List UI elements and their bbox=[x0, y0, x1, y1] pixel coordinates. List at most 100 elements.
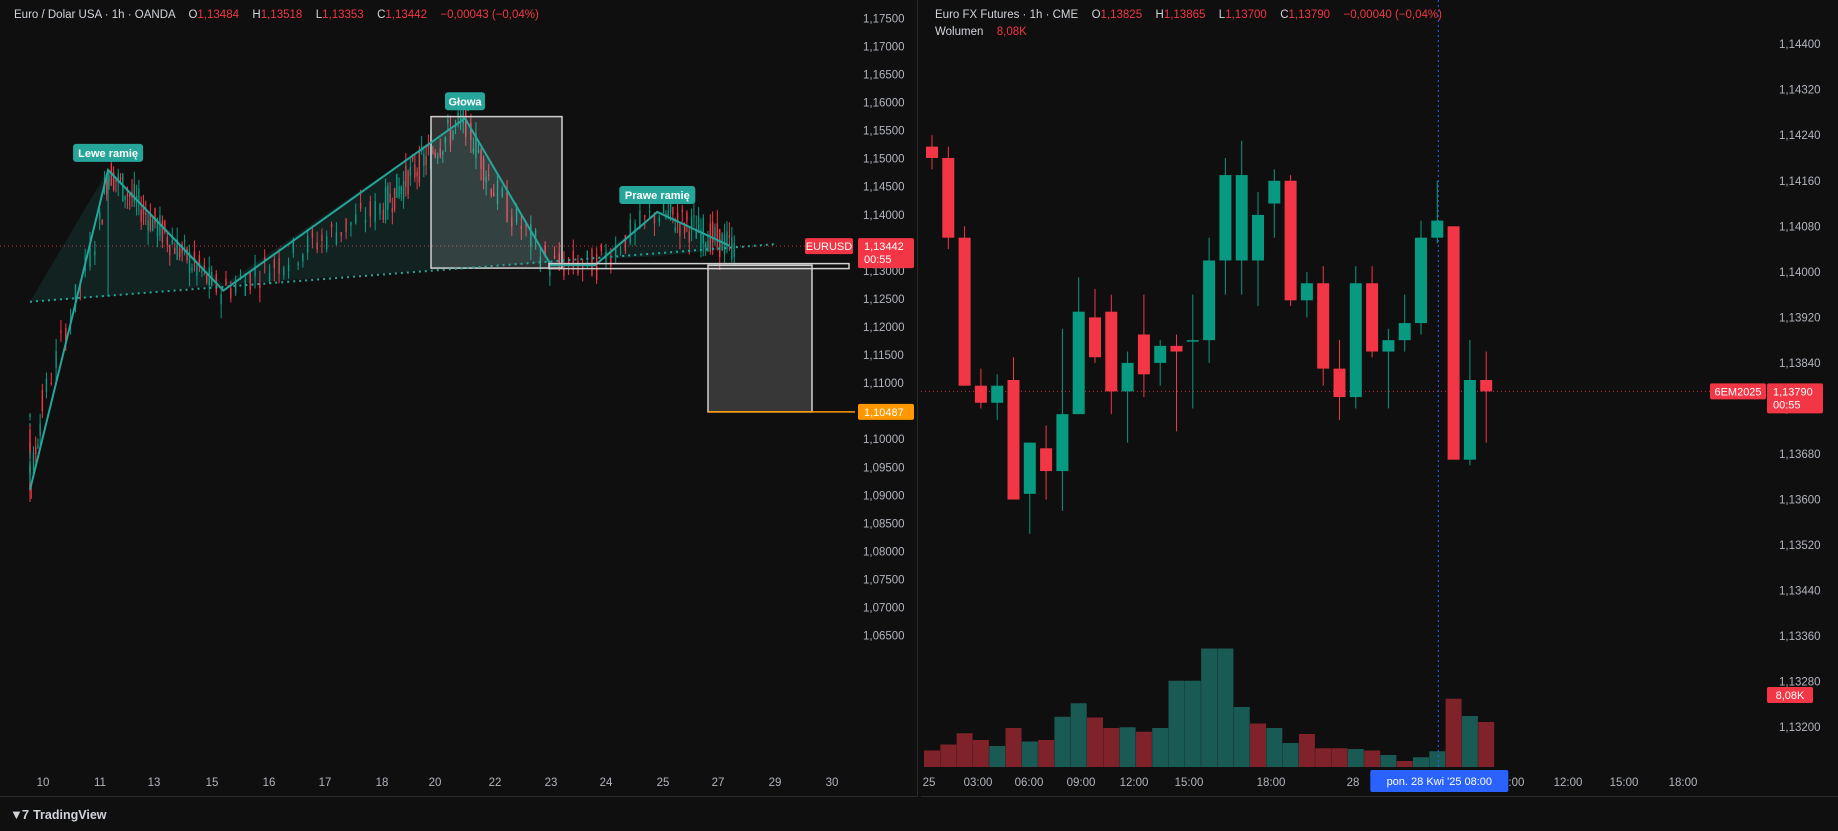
volume-value: 8,08K bbox=[996, 26, 1027, 38]
candle-body bbox=[50, 383, 52, 385]
candle-body bbox=[345, 218, 347, 233]
candle-body bbox=[188, 252, 191, 273]
volume-bar bbox=[1201, 648, 1218, 767]
futures-chart-pane[interactable]: 1,14400 1,14320 1,14240 1,14160 1,14080 1,140… bbox=[921, 0, 1838, 797]
candle-body bbox=[942, 158, 955, 238]
candle-body bbox=[1040, 448, 1053, 472]
futures-legend: Euro FX Futures · 1h · CME O1,13825 H1,1… bbox=[935, 8, 1442, 40]
tradingview-logo[interactable]: ▼7 TradingView bbox=[10, 807, 107, 822]
volume-bar bbox=[1087, 717, 1103, 767]
candle-body bbox=[1154, 345, 1167, 363]
candle-body bbox=[1023, 442, 1036, 494]
candle-body bbox=[156, 220, 159, 237]
y-tick-label: 1,13520 bbox=[1779, 540, 1821, 552]
candle-body bbox=[1235, 175, 1248, 261]
pattern-label-left_shoulder: Lewe ramię bbox=[78, 148, 138, 160]
candle-body bbox=[138, 188, 140, 204]
x-tick-label: 18:00 bbox=[1669, 777, 1698, 789]
candle-body bbox=[171, 240, 173, 244]
eurusd-chart-canvas[interactable]: 1,17500 1,17000 1,16500 1,16000 1,15500 1,150… bbox=[0, 0, 918, 797]
candle-body bbox=[733, 242, 735, 258]
candle-body bbox=[470, 122, 472, 141]
pattern-label-bg bbox=[619, 185, 696, 204]
candle-body bbox=[178, 248, 181, 258]
futures-chart-canvas[interactable]: 1,14400 1,14320 1,14240 1,14160 1,14080 1,140… bbox=[921, 0, 1838, 797]
candle-body bbox=[1463, 380, 1476, 460]
neckline-box bbox=[548, 262, 850, 270]
candle-body bbox=[234, 283, 237, 293]
candle-body bbox=[658, 217, 660, 222]
candle-body bbox=[416, 171, 418, 177]
candle-body bbox=[511, 216, 513, 227]
x-tick-label: 30 bbox=[826, 777, 839, 789]
candle-body bbox=[283, 267, 285, 276]
candle-body bbox=[1366, 283, 1379, 352]
candle-body bbox=[287, 264, 290, 272]
candle-body bbox=[493, 192, 495, 197]
volume-legend[interactable]: Wolumen 8,08K bbox=[935, 25, 1442, 40]
candle-body bbox=[41, 389, 44, 412]
y-tick-label: 1,13680 bbox=[1779, 449, 1821, 461]
candle-body bbox=[94, 250, 96, 256]
candle-body bbox=[74, 284, 77, 308]
volume-bar bbox=[1168, 680, 1185, 767]
eurusd-chart-pane[interactable]: 1,17500 1,17000 1,16500 1,16000 1,15500 1,150… bbox=[0, 0, 918, 797]
candle-body bbox=[472, 148, 475, 153]
volume-tag: 8,08K bbox=[1776, 690, 1805, 702]
candle-body bbox=[467, 110, 469, 112]
footer-bar: ▼7 TradingView bbox=[0, 798, 1838, 831]
candle-body bbox=[164, 220, 166, 232]
change-value: −0,00040 (−0,04%) bbox=[1343, 9, 1442, 21]
candle-body bbox=[409, 166, 412, 176]
eurusd-symbol-title[interactable]: Euro / Dolar USA · 1h · OANDA bbox=[14, 9, 176, 21]
volume-bar bbox=[1103, 728, 1120, 767]
close-label: C bbox=[1280, 9, 1289, 21]
candle-body bbox=[1284, 180, 1297, 301]
y-tick-label: 1,13840 bbox=[1779, 358, 1821, 370]
y-tick-label: 1,15500 bbox=[863, 126, 905, 138]
low-label: L bbox=[315, 9, 323, 21]
candle-body bbox=[374, 200, 376, 223]
y-tick-label: 1,13000 bbox=[863, 266, 905, 278]
candle-body bbox=[407, 171, 409, 195]
candle-body bbox=[142, 205, 145, 215]
candle-body bbox=[35, 447, 37, 454]
candle-body bbox=[350, 221, 352, 226]
candle-body bbox=[379, 204, 381, 214]
futures-symbol-tag-bg bbox=[1710, 383, 1766, 400]
pattern-fill bbox=[30, 118, 730, 302]
x-tick-label: 15:00 bbox=[1610, 777, 1639, 789]
candle-body bbox=[249, 272, 251, 291]
candle-body bbox=[1268, 180, 1281, 204]
candle-body bbox=[1431, 220, 1444, 238]
candle-body bbox=[364, 219, 367, 223]
volume-bar bbox=[1478, 722, 1495, 767]
x-tick-label: 06:00 bbox=[1015, 777, 1044, 789]
candle-body bbox=[273, 259, 276, 269]
futures-symbol-title[interactable]: Euro FX Futures · 1h · CME bbox=[935, 9, 1079, 21]
volume-tag-bg bbox=[1767, 687, 1813, 703]
eurusd-symbol-tag-bg bbox=[805, 238, 853, 255]
volume-bar bbox=[1152, 728, 1169, 767]
candle-body bbox=[278, 258, 280, 274]
candle-body bbox=[991, 385, 1004, 403]
candle-body bbox=[112, 172, 115, 191]
candle-body bbox=[595, 254, 598, 280]
candle-body bbox=[688, 231, 690, 243]
candle-body bbox=[32, 452, 35, 475]
y-tick-label: 1,10000 bbox=[863, 434, 905, 446]
last-price-tag: 1,13442 bbox=[864, 241, 904, 253]
candle-body bbox=[591, 249, 593, 277]
candle-body bbox=[244, 279, 247, 296]
close-value: 1,13442 bbox=[385, 9, 427, 21]
candle-body bbox=[174, 247, 176, 254]
candle-body bbox=[145, 212, 147, 215]
candle-body bbox=[151, 220, 154, 232]
y-tick-label: 1,12000 bbox=[863, 322, 905, 334]
y-tick-label: 1,13200 bbox=[1779, 722, 1821, 734]
candle-body bbox=[1382, 340, 1395, 352]
candle-body bbox=[490, 189, 492, 196]
candle-body bbox=[29, 441, 31, 459]
candle-body bbox=[176, 239, 178, 260]
candle-body bbox=[1007, 380, 1020, 500]
